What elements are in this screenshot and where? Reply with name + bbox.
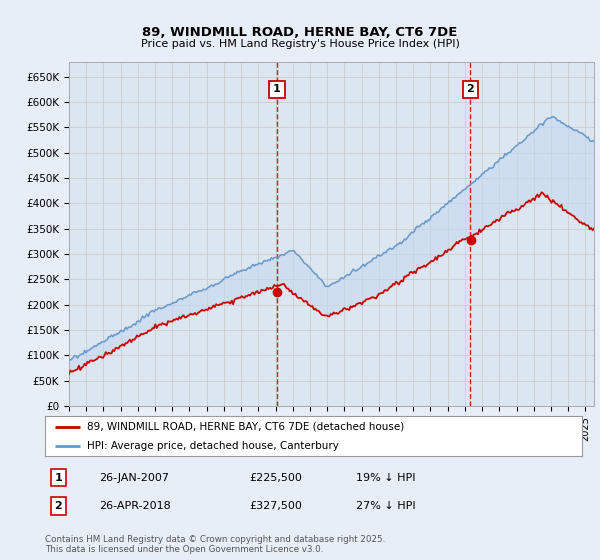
Text: 27% ↓ HPI: 27% ↓ HPI	[356, 501, 416, 511]
Text: £225,500: £225,500	[249, 473, 302, 483]
Text: 1: 1	[273, 85, 281, 95]
Text: 26-APR-2018: 26-APR-2018	[98, 501, 170, 511]
Text: Price paid vs. HM Land Registry's House Price Index (HPI): Price paid vs. HM Land Registry's House …	[140, 39, 460, 49]
Text: 89, WINDMILL ROAD, HERNE BAY, CT6 7DE (detached house): 89, WINDMILL ROAD, HERNE BAY, CT6 7DE (d…	[87, 422, 404, 432]
Text: 89, WINDMILL ROAD, HERNE BAY, CT6 7DE: 89, WINDMILL ROAD, HERNE BAY, CT6 7DE	[142, 26, 458, 39]
Text: 19% ↓ HPI: 19% ↓ HPI	[356, 473, 416, 483]
Text: 2: 2	[467, 85, 474, 95]
Text: Contains HM Land Registry data © Crown copyright and database right 2025.
This d: Contains HM Land Registry data © Crown c…	[45, 535, 385, 554]
Text: 2: 2	[55, 501, 62, 511]
Text: £327,500: £327,500	[249, 501, 302, 511]
Text: 26-JAN-2007: 26-JAN-2007	[98, 473, 169, 483]
Text: HPI: Average price, detached house, Canterbury: HPI: Average price, detached house, Cant…	[87, 441, 339, 450]
Text: 1: 1	[55, 473, 62, 483]
